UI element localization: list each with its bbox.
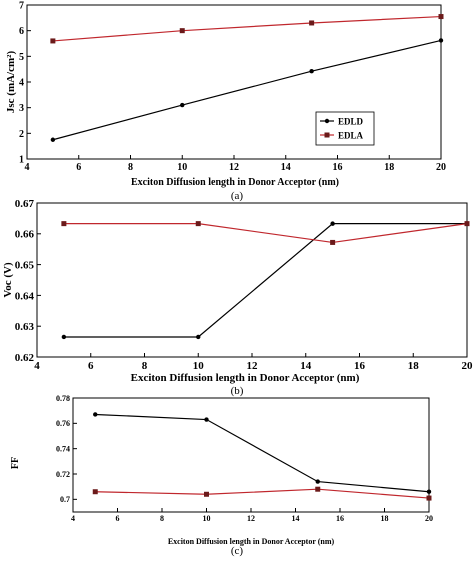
data-point — [330, 239, 336, 245]
data-point — [204, 417, 209, 422]
y-tick-label: 0.76 — [56, 419, 70, 428]
y-axis-label: FF — [10, 457, 21, 469]
data-point — [315, 479, 320, 484]
panel-label: (b) — [231, 385, 244, 397]
series-line-1 — [52, 39, 442, 141]
y-tick-label: 0.63 — [15, 321, 35, 333]
chart-panel-3: 4 6 8 10 12 14 16 18 20 0.7 0.72 0.74 0.76 0.78 Excito… — [10, 394, 433, 557]
x-tick-label: 16 — [336, 514, 344, 523]
y-tick-label: 0.62 — [15, 352, 35, 364]
data-point — [464, 221, 470, 227]
y-tick-label: 0.66 — [15, 229, 35, 241]
y-axis-label: Voc (V) — [2, 262, 14, 298]
panel-label: (a) — [231, 190, 244, 202]
x-tick-label: 10 — [193, 360, 205, 372]
y-tick-label: 0.7 — [60, 495, 70, 504]
data-point — [195, 221, 201, 227]
x-tick-label: 4 — [34, 360, 40, 372]
y-tick-label: 1 — [19, 155, 24, 166]
x-tick-label: 8 — [128, 162, 133, 173]
x-tick-label: 14 — [300, 360, 312, 372]
x-tick-label: 12 — [229, 162, 239, 173]
x-tick-label: 20 — [436, 162, 446, 173]
plot-frame — [72, 397, 430, 513]
x-axis-label: Exciton Diffusion length in Donor Accept… — [131, 177, 339, 188]
y-tick-label: 6 — [19, 26, 24, 37]
x-axis-label: Exciton Diffusion length in Donor Accept… — [131, 372, 360, 384]
y-tick-label: 0.72 — [56, 470, 70, 479]
x-tick-label: 8 — [160, 514, 164, 523]
data-point — [309, 69, 314, 74]
legend-label: EDLA — [338, 131, 364, 141]
x-tick-label: 6 — [116, 514, 120, 523]
data-point — [204, 491, 209, 497]
y-tick-label: 5 — [19, 52, 24, 63]
x-tick-label: 12 — [247, 360, 259, 372]
y-tick-label: 0.65 — [15, 259, 35, 271]
data-point — [93, 412, 98, 417]
x-tick-label: 16 — [354, 360, 366, 372]
x-tick-label: 8 — [142, 360, 148, 372]
legend-marker — [324, 132, 330, 138]
plot-frame — [36, 202, 468, 358]
data-point — [426, 489, 432, 494]
series-line-1 — [63, 223, 467, 338]
x-tick-label: 6 — [76, 162, 81, 173]
data-point — [50, 38, 56, 44]
data-point — [61, 221, 67, 227]
legend: EDLD EDLA — [315, 111, 375, 146]
y-tick-label: 2 — [19, 129, 24, 140]
x-tick-label: 18 — [384, 162, 394, 173]
x-tick-label: 4 — [71, 514, 75, 523]
y-tick-label: 7 — [19, 1, 24, 12]
y-tick-label: 0.64 — [15, 290, 35, 302]
y-tick-label: 0.67 — [15, 198, 35, 210]
x-tick-label: 18 — [381, 514, 389, 523]
x-tick-label: 6 — [88, 360, 94, 372]
chart-panel-2: 4 6 8 10 12 14 16 18 20 0.62 0.63 0.64 0.65 0.66 0.67 E… — [2, 198, 473, 397]
x-tick-label: 20 — [462, 360, 474, 372]
x-tick-label: 12 — [247, 514, 255, 523]
data-point — [92, 489, 98, 495]
y-tick-label: 0.78 — [56, 394, 70, 403]
data-point — [61, 334, 67, 340]
x-tick-label: 18 — [408, 360, 420, 372]
x-tick-label: 4 — [25, 162, 30, 173]
x-tick-label: 20 — [425, 514, 433, 523]
data-point — [426, 495, 432, 501]
y-tick-label: 4 — [19, 78, 24, 89]
x-tick-label: 16 — [333, 162, 343, 173]
x-tick-label: 14 — [281, 162, 291, 173]
data-point — [196, 334, 201, 340]
data-point — [330, 221, 335, 226]
series-line-1 — [95, 413, 430, 493]
y-tick-label: 0.74 — [56, 444, 70, 453]
legend-label: EDLD — [338, 117, 364, 127]
data-point — [179, 28, 185, 34]
data-point — [309, 20, 315, 26]
series-line-2 — [63, 223, 468, 244]
legend-box — [315, 111, 375, 146]
data-point — [315, 486, 321, 492]
series-line-2 — [52, 15, 442, 42]
x-tick-label: 10 — [177, 162, 187, 173]
data-point — [180, 102, 185, 108]
x-tick-label: 10 — [203, 514, 211, 523]
data-point — [438, 14, 444, 20]
y-axis-label: Jsc (mA/cm²) — [5, 51, 17, 114]
data-point — [438, 38, 444, 43]
data-point — [50, 137, 56, 142]
series-line-2 — [95, 488, 430, 499]
legend-marker — [324, 118, 330, 124]
y-tick-label: 3 — [19, 103, 24, 114]
x-tick-label: 14 — [292, 514, 300, 523]
panel-label: (c) — [231, 545, 244, 557]
x-axis-label: Exciton Diffusion length in Donor Accept… — [168, 537, 335, 546]
